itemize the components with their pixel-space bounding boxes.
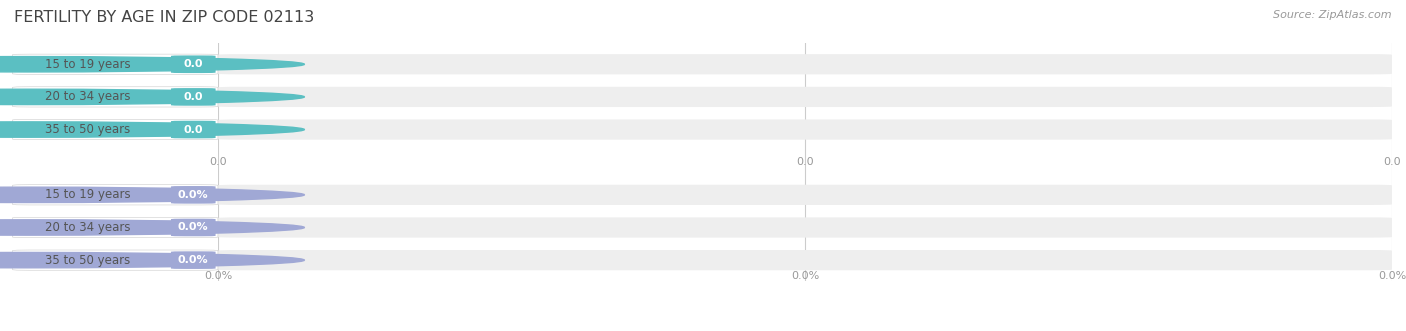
FancyBboxPatch shape [13,217,218,238]
Text: Source: ZipAtlas.com: Source: ZipAtlas.com [1274,10,1392,20]
FancyBboxPatch shape [13,54,218,74]
FancyBboxPatch shape [172,88,215,106]
FancyBboxPatch shape [172,219,215,236]
Circle shape [0,89,304,105]
Text: 0.0%: 0.0% [179,222,208,232]
FancyBboxPatch shape [172,251,215,269]
FancyBboxPatch shape [218,54,1392,74]
Circle shape [0,253,304,268]
Text: 20 to 34 years: 20 to 34 years [45,221,131,234]
Text: 0.0: 0.0 [184,124,202,134]
FancyBboxPatch shape [218,87,1392,107]
Circle shape [0,187,304,203]
FancyBboxPatch shape [172,121,215,138]
Text: 0.0: 0.0 [184,92,202,102]
FancyBboxPatch shape [172,186,215,204]
Text: 35 to 50 years: 35 to 50 years [45,123,131,136]
Circle shape [0,122,304,137]
Text: 0.0: 0.0 [209,157,226,167]
Text: 0.0%: 0.0% [790,271,820,281]
Text: 0.0%: 0.0% [204,271,232,281]
Text: 0.0: 0.0 [796,157,814,167]
Circle shape [0,57,304,72]
FancyBboxPatch shape [218,185,1392,205]
Text: 15 to 19 years: 15 to 19 years [45,58,131,71]
Text: 20 to 34 years: 20 to 34 years [45,90,131,103]
FancyBboxPatch shape [13,185,218,205]
Text: 15 to 19 years: 15 to 19 years [45,188,131,201]
FancyBboxPatch shape [218,250,1392,270]
Text: 0.0: 0.0 [1384,157,1400,167]
Text: 0.0%: 0.0% [1378,271,1406,281]
Text: FERTILITY BY AGE IN ZIP CODE 02113: FERTILITY BY AGE IN ZIP CODE 02113 [14,10,315,25]
Text: 0.0%: 0.0% [179,190,208,200]
Text: 0.0%: 0.0% [179,255,208,265]
FancyBboxPatch shape [13,87,218,107]
FancyBboxPatch shape [13,119,218,140]
Text: 35 to 50 years: 35 to 50 years [45,254,131,267]
FancyBboxPatch shape [13,250,218,270]
Text: 0.0: 0.0 [184,59,202,69]
FancyBboxPatch shape [218,217,1392,238]
Circle shape [0,220,304,235]
FancyBboxPatch shape [172,55,215,73]
FancyBboxPatch shape [218,119,1392,140]
